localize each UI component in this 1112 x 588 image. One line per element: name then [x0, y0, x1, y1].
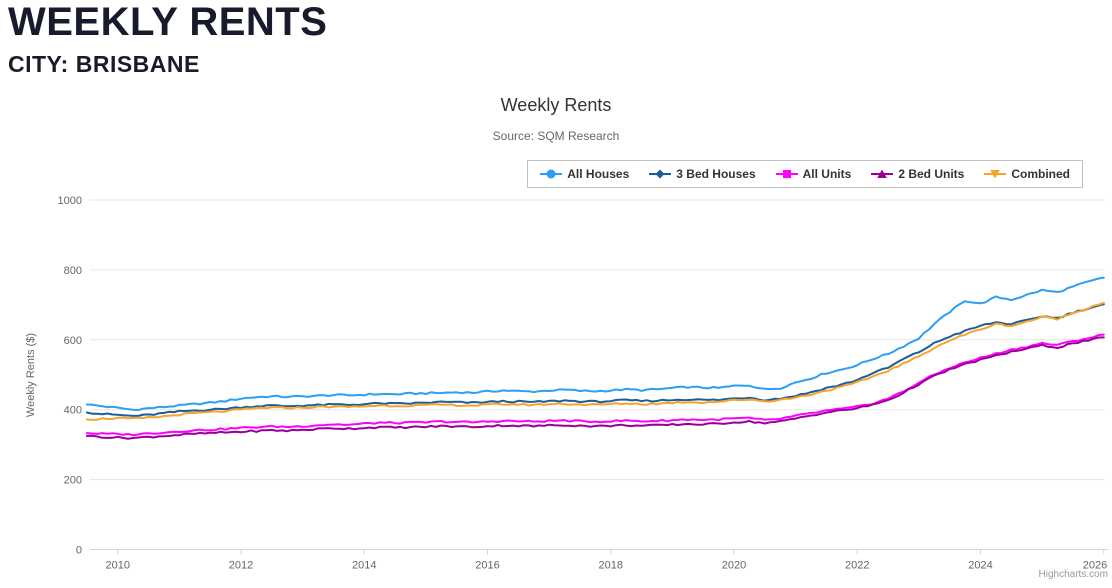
y-tick-label: 200 — [64, 475, 82, 487]
series-line-3-bed-houses[interactable] — [85, 303, 1105, 417]
x-tick-label: 2016 — [475, 560, 499, 572]
x-tick-label: 2026 — [1083, 560, 1107, 572]
series-line-combined[interactable] — [85, 301, 1105, 421]
legend-item-combined[interactable]: Combined — [984, 167, 1070, 181]
x-tick-label: 2018 — [599, 560, 623, 572]
series-line-2-bed-units[interactable] — [85, 336, 1105, 440]
series-line-all-houses[interactable] — [85, 276, 1105, 412]
y-axis-title: Weekly Rents ($) — [25, 332, 37, 418]
series-line-all-units[interactable] — [85, 333, 1105, 437]
gridlines — [90, 199, 1105, 550]
square-marker-icon — [775, 170, 798, 178]
legend-item-all-units[interactable]: All Units — [775, 167, 852, 181]
x-axis: 2010 2012 2014 2016 2018 2020 2022 2024 2026 — [90, 549, 1108, 572]
x-tick-label: 2024 — [968, 560, 992, 572]
page-title: WEEKLY RENTS — [8, 0, 328, 44]
x-tick-label: 2014 — [352, 560, 376, 572]
y-tick-label: 800 — [64, 265, 82, 277]
legend-label: Combined — [1011, 167, 1070, 181]
x-tick-label: 2022 — [845, 560, 869, 572]
legend-label: All Units — [802, 167, 852, 181]
legend-label: 3 Bed Houses — [676, 167, 756, 181]
triangle-down-marker-icon — [984, 170, 1007, 179]
y-tick-label: 0 — [76, 545, 82, 557]
highcharts-credit-link[interactable]: Highcharts.com — [1038, 569, 1108, 580]
x-tick-label: 2012 — [229, 560, 253, 572]
y-tick-label: 1000 — [58, 195, 82, 207]
x-tick-label: 2020 — [722, 560, 746, 572]
y-axis-labels: 0 200 400 600 800 1000 — [58, 195, 82, 557]
legend-item-3-bed-houses[interactable]: 3 Bed Houses — [649, 167, 756, 181]
chart-subtitle: Source: SQM Research — [492, 129, 620, 143]
triangle-marker-icon — [871, 169, 894, 178]
legend-item-all-houses[interactable]: All Houses — [540, 167, 629, 181]
legend-item-2-bed-units[interactable]: 2 Bed Units — [871, 167, 964, 181]
diamond-marker-icon — [649, 169, 672, 179]
y-tick-label: 400 — [64, 405, 82, 417]
page-subtitle: CITY: BRISBANE — [8, 51, 200, 77]
y-tick-label: 600 — [64, 335, 82, 347]
legend-label: All Houses — [567, 167, 630, 181]
circle-marker-icon — [540, 169, 563, 179]
chart-title: Weekly Rents — [500, 95, 612, 115]
x-tick-label: 2010 — [105, 560, 129, 572]
legend-label: 2 Bed Units — [898, 167, 965, 181]
chart-legend: All Houses 3 Bed Houses All Units 2 Bed Uni… — [527, 160, 1083, 188]
